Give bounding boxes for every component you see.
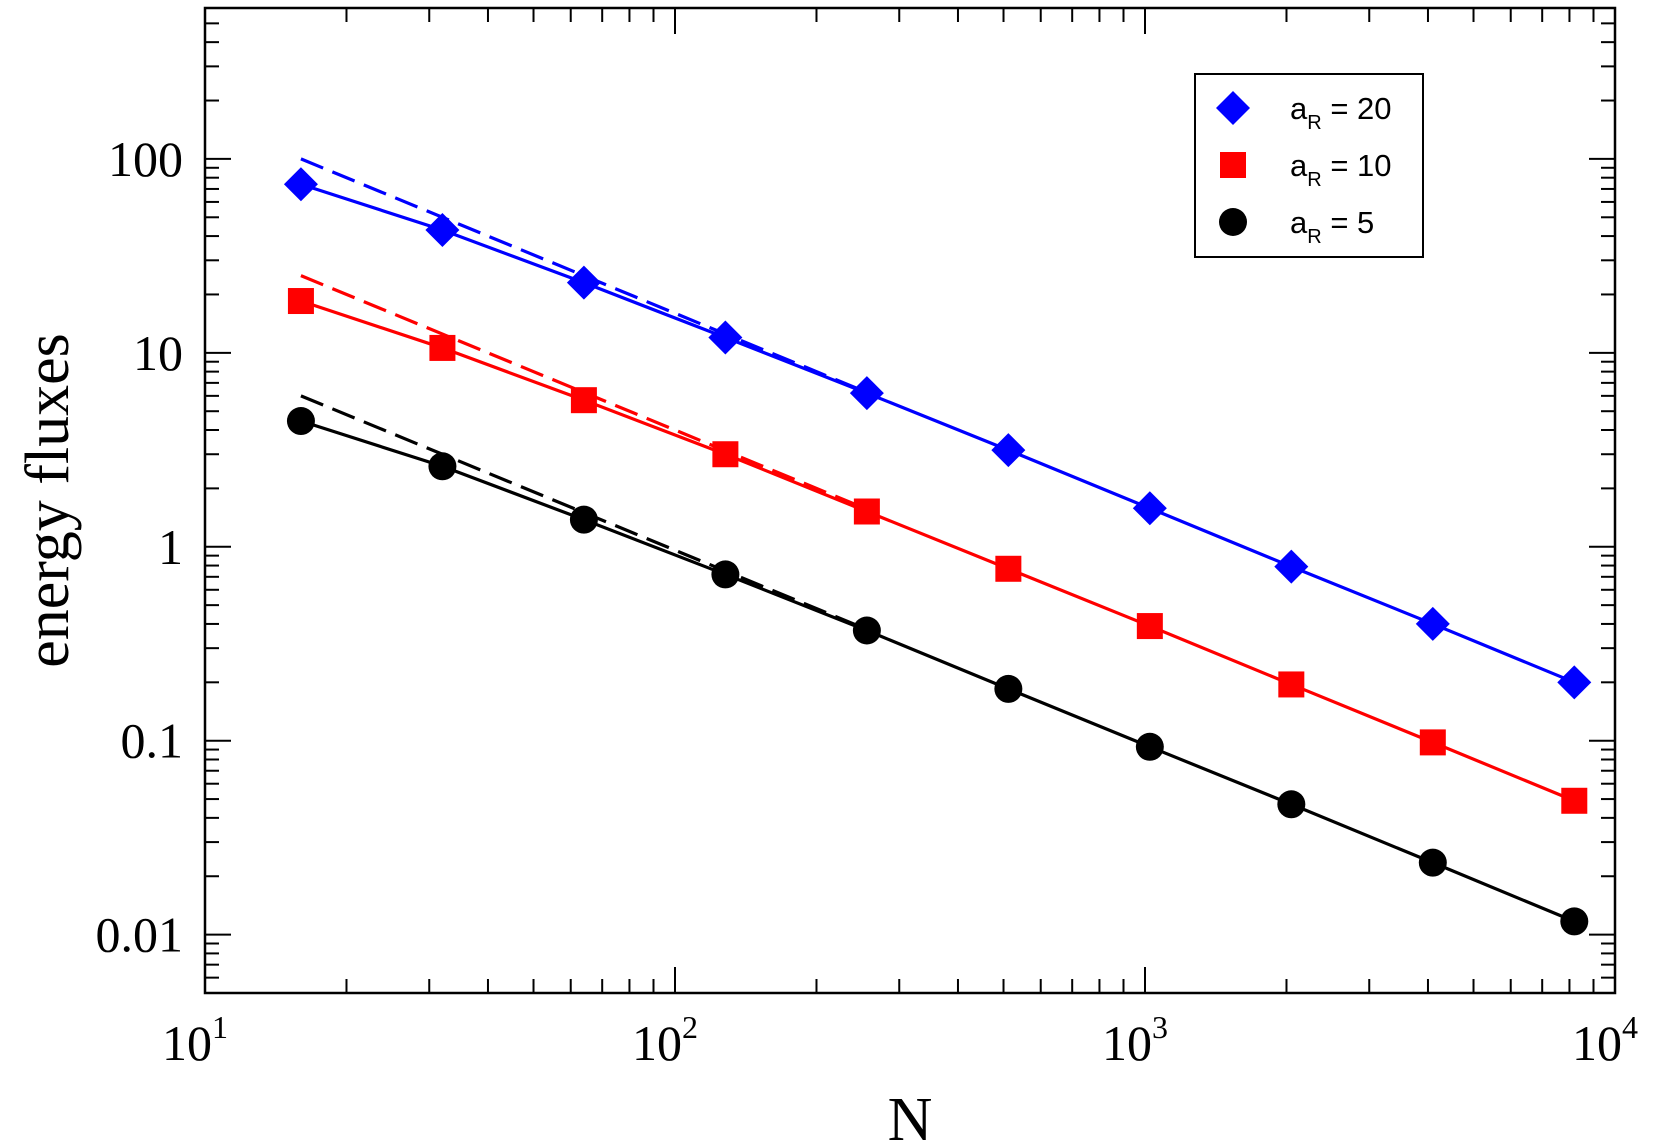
x-tick-label: 103 xyxy=(1102,1009,1168,1071)
plot-frame xyxy=(203,6,1617,995)
data-point xyxy=(429,334,456,361)
data-point xyxy=(853,498,880,525)
data-point xyxy=(1557,665,1592,700)
data-point xyxy=(708,320,743,355)
data-point xyxy=(1135,732,1164,761)
data-point xyxy=(1277,790,1306,819)
data-point xyxy=(1274,549,1309,584)
legend-marker xyxy=(1219,208,1247,236)
data-point xyxy=(994,674,1023,703)
data-point xyxy=(287,288,314,315)
data-point xyxy=(428,452,457,481)
data-point xyxy=(1278,671,1305,698)
data-point xyxy=(712,441,739,468)
data-point xyxy=(569,505,598,534)
x-tick-label: 101 xyxy=(162,1009,228,1071)
y-tick-label: 100 xyxy=(108,131,183,187)
data-point xyxy=(991,433,1026,468)
legend-items: aR = 20 aR = 10 aR = 5 xyxy=(1216,91,1392,248)
data-point xyxy=(1560,907,1589,936)
y-tick-label: 0.1 xyxy=(121,713,184,769)
series-markers xyxy=(283,167,1592,936)
legend-label: aR = 10 xyxy=(1290,148,1392,191)
tick-labels: 101 102 103 104 0.01 0.1 1 10 100 xyxy=(96,131,1639,1071)
data-point xyxy=(849,376,884,411)
data-point xyxy=(283,167,318,202)
legend-marker xyxy=(1220,152,1246,178)
y-tick-label: 10 xyxy=(133,325,183,381)
data-point xyxy=(1136,613,1163,640)
x-axis-title: N xyxy=(888,1086,933,1147)
data-point xyxy=(995,555,1022,582)
y-axis-title: energy fluxes xyxy=(14,333,82,668)
series-lines xyxy=(300,157,1575,923)
data-point xyxy=(425,212,460,247)
data-point xyxy=(570,387,597,414)
data-point xyxy=(852,616,881,645)
series-line-0 xyxy=(300,182,1575,684)
legend-marker xyxy=(1216,91,1250,125)
data-point xyxy=(1419,729,1446,756)
data-point xyxy=(1561,787,1588,814)
series-line-2 xyxy=(300,419,1575,923)
legend-label: aR = 20 xyxy=(1290,91,1392,134)
series-line-1 xyxy=(300,299,1575,803)
legend: aR = 20 aR = 10 aR = 5 xyxy=(1194,73,1424,258)
data-point xyxy=(286,407,315,436)
data-point xyxy=(1418,848,1447,877)
x-tick-label: 104 xyxy=(1572,1009,1638,1071)
y-tick-label: 1 xyxy=(158,519,183,575)
y-tick-label: 0.01 xyxy=(96,907,184,963)
data-point xyxy=(1132,491,1167,526)
data-point xyxy=(711,560,740,589)
data-point xyxy=(566,265,601,300)
x-tick-label: 102 xyxy=(632,1009,698,1071)
legend-label: aR = 5 xyxy=(1290,205,1374,248)
data-point xyxy=(1415,606,1450,641)
